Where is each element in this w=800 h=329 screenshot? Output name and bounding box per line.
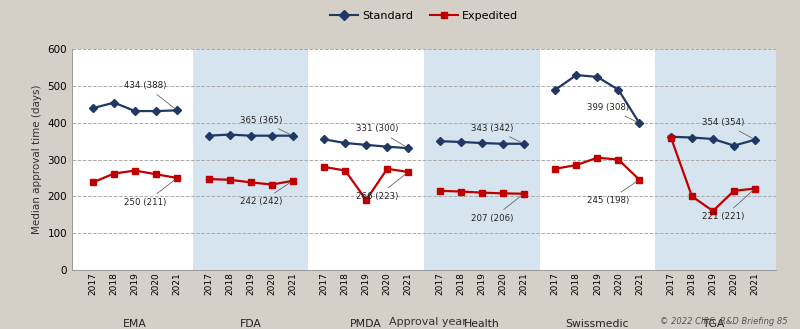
- Bar: [655, 49, 776, 270]
- Text: Health
Canada: Health Canada: [461, 319, 502, 329]
- Text: 365 (365): 365 (365): [240, 116, 290, 135]
- Bar: [193, 49, 309, 270]
- Text: 207 (206): 207 (206): [471, 195, 522, 223]
- Bar: [539, 49, 655, 270]
- Text: 245 (198): 245 (198): [586, 181, 637, 205]
- Bar: [72, 49, 193, 270]
- Text: 354 (354): 354 (354): [702, 118, 753, 139]
- Text: 331 (300): 331 (300): [355, 124, 406, 147]
- Text: Approval year: Approval year: [389, 317, 467, 327]
- Text: 399 (308): 399 (308): [587, 103, 637, 122]
- Text: 266 (223): 266 (223): [355, 174, 406, 201]
- Text: PMDA: PMDA: [350, 319, 382, 329]
- Text: 434 (388): 434 (388): [124, 81, 175, 109]
- Text: TGA: TGA: [702, 319, 724, 329]
- Text: 242 (242): 242 (242): [240, 182, 290, 206]
- Text: EMA: EMA: [123, 319, 147, 329]
- Text: © 2022 CIRS, R&D Briefing 85: © 2022 CIRS, R&D Briefing 85: [660, 317, 788, 326]
- Bar: [424, 49, 539, 270]
- Bar: [309, 49, 424, 270]
- Text: 250 (211): 250 (211): [124, 180, 175, 207]
- Text: FDA: FDA: [240, 319, 262, 329]
- Legend: Standard, Expedited: Standard, Expedited: [326, 6, 522, 25]
- Y-axis label: Median approval time (days): Median approval time (days): [32, 85, 42, 234]
- Text: 221 (221): 221 (221): [702, 190, 753, 221]
- Text: Swissmedic: Swissmedic: [566, 319, 629, 329]
- Text: 343 (342): 343 (342): [471, 124, 522, 142]
